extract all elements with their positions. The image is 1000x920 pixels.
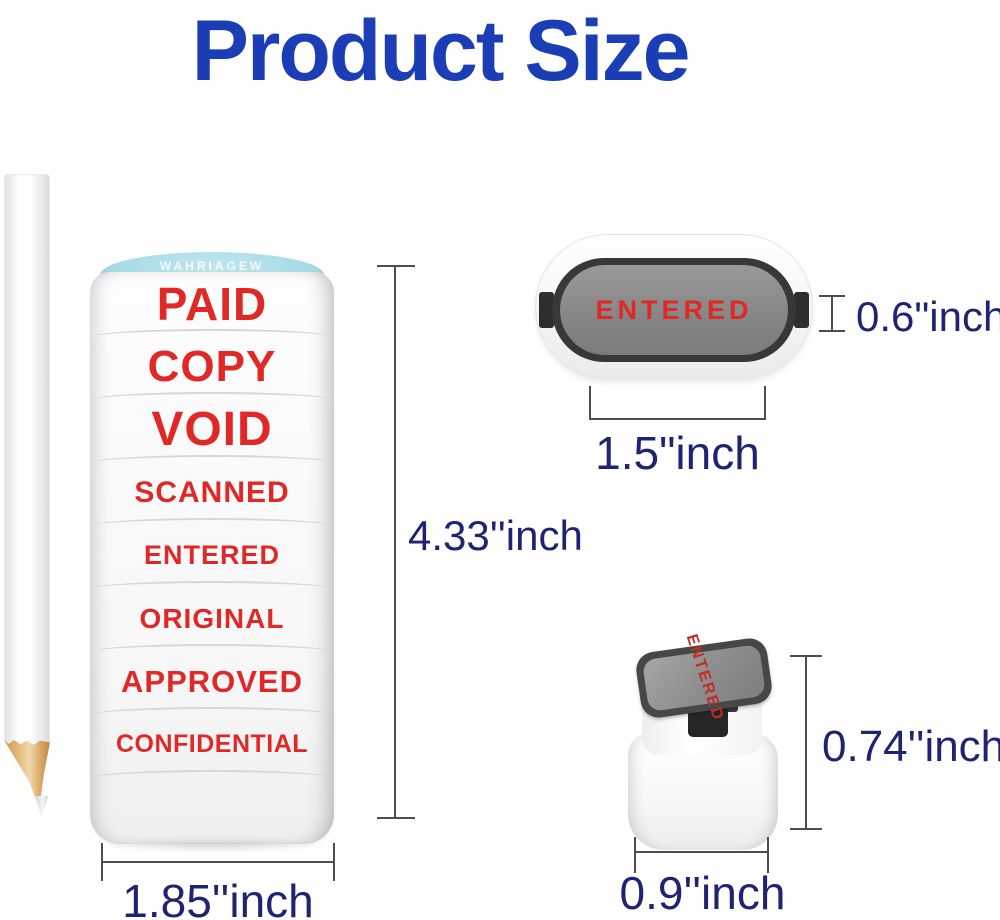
stamp-layer: ORIGINAL bbox=[90, 581, 334, 650]
top-stamp-height-dim-line bbox=[831, 296, 833, 332]
stamp-layer: CONFIDENTIAL bbox=[90, 707, 334, 776]
single-stamp-height-dim-tick-top bbox=[790, 655, 822, 657]
stack-width-dim-label: 1.85''inch bbox=[122, 875, 314, 920]
stamp-layer: COPY bbox=[90, 329, 334, 398]
pencil-wood-tip bbox=[4, 740, 50, 800]
stamp-layer: SCANNED bbox=[90, 455, 334, 524]
top-stamp-height-dim-tick-top bbox=[819, 295, 845, 297]
stack-width-dim-tick-right bbox=[333, 843, 335, 881]
single-stamp-height-dim-tick-bottom bbox=[790, 828, 822, 830]
stamp-layer-label: SCANNED bbox=[134, 475, 290, 509]
stamp-side-view-pad: ENTERED bbox=[641, 632, 767, 723]
stamp-layer-label: CONFIDENTIAL bbox=[115, 730, 309, 758]
stamp-side-view: ENTERED bbox=[622, 632, 780, 851]
page-title: Product Size bbox=[191, 3, 691, 99]
stack-shadow bbox=[98, 840, 328, 852]
stamp-top-view-label: ENTERED bbox=[595, 294, 753, 325]
top-stamp-height-dim-label: 0.6"inch bbox=[856, 293, 1000, 340]
stamp-layer: VOID bbox=[90, 392, 334, 461]
stack-height-dim-label: 4.33''inch bbox=[408, 512, 583, 559]
stamp-layer: APPROVED bbox=[90, 644, 334, 713]
brand-name: WAHRIAGEW bbox=[159, 259, 265, 273]
single-stamp-height-dim-line bbox=[805, 656, 807, 830]
stamp-layer: ENTERED bbox=[90, 518, 334, 587]
stamp-stack-body: PAID COPY VOID SCANNED ENTERED ORIGINAL … bbox=[90, 272, 334, 844]
stamp-layer-label: ORIGINAL bbox=[139, 602, 285, 634]
pencil-body bbox=[4, 174, 50, 742]
top-stamp-width-dim-label: 1.5"inch bbox=[595, 427, 760, 479]
stack-height-dim-tick-top bbox=[377, 265, 415, 267]
top-stamp-width-dim-tick-left bbox=[589, 386, 591, 420]
stack-width-dim-line bbox=[102, 861, 334, 863]
stamp-side-view-label: ENTERED bbox=[682, 632, 727, 724]
stamp-layer-label: COPY bbox=[147, 341, 277, 391]
top-stamp-width-dim-line bbox=[589, 418, 766, 420]
single-stamp-width-dim-tick-left bbox=[634, 837, 636, 873]
pencil-lead-tip bbox=[34, 796, 49, 817]
top-stamp-width-dim-tick-right bbox=[764, 386, 766, 420]
stamp-layer-label: APPROVED bbox=[121, 663, 303, 699]
stamp-top-view: ENTERED bbox=[535, 234, 813, 380]
single-stamp-width-dim-tick-right bbox=[767, 837, 769, 873]
stamp-top-view-pad: ENTERED bbox=[560, 265, 788, 355]
stack-width-dim-tick-left bbox=[101, 843, 103, 881]
stamp-layer-label: ENTERED bbox=[143, 540, 280, 570]
stamp-layer: PAID bbox=[90, 272, 334, 335]
pencil-illustration bbox=[4, 174, 50, 817]
stack-height-dim-tick-bottom bbox=[377, 817, 415, 819]
stamp-layer-label: PAID bbox=[156, 277, 268, 330]
stamp-stack-base bbox=[90, 770, 334, 840]
single-stamp-width-dim-label: 0.9''inch bbox=[619, 867, 786, 919]
stamp-side-notch-left bbox=[539, 292, 554, 328]
stamp-stack: PAID COPY VOID SCANNED ENTERED ORIGINAL … bbox=[90, 252, 334, 852]
stamp-layer-label: VOID bbox=[151, 403, 273, 456]
single-stamp-height-dim-label: 0.74''inch bbox=[822, 722, 1000, 771]
top-stamp-height-dim-tick-bottom bbox=[819, 330, 845, 332]
single-stamp-width-dim-line bbox=[635, 851, 768, 853]
stack-height-dim-line bbox=[394, 266, 396, 819]
stamp-side-notch-right bbox=[794, 292, 809, 328]
